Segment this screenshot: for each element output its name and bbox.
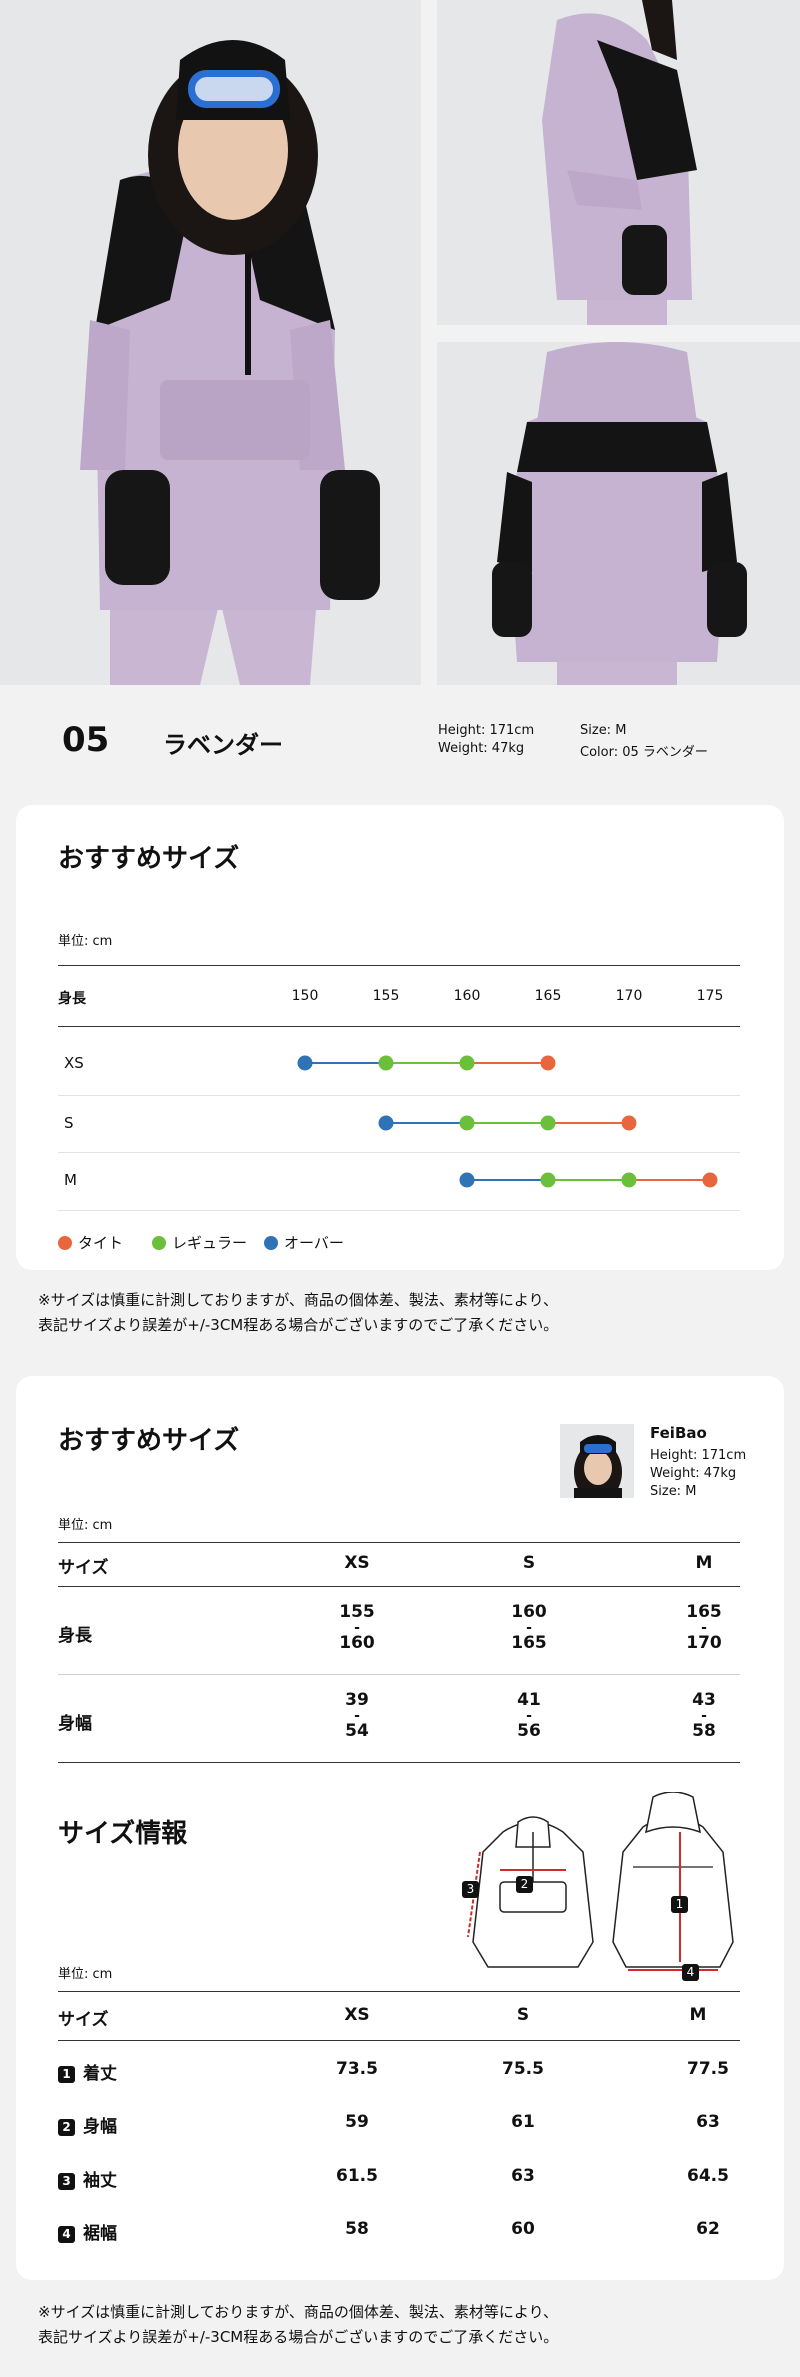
chart-axis-label: 身長 xyxy=(58,991,86,1007)
color-number: 05 xyxy=(62,720,110,760)
size-info-cell: 64.5 xyxy=(687,2166,729,2186)
table-top-rule xyxy=(58,1542,740,1543)
size-info-cell: 63 xyxy=(696,2112,720,2132)
chart-tick-label: 165 xyxy=(534,988,562,1004)
size-info-row-label: 1 着丈 xyxy=(58,2059,117,2084)
chart-tick-label: 175 xyxy=(696,988,724,1004)
chart-row-rule xyxy=(58,1152,740,1153)
color-name: ラベンダー xyxy=(163,731,283,759)
table-header-s: S xyxy=(522,1553,536,1573)
table-cell: 39-54 xyxy=(345,1690,369,1741)
recommend-table-title: おすすめサイズ xyxy=(58,1426,240,1456)
chart-tick-label: 170 xyxy=(615,988,643,1004)
model-weight: Weight: 47kg xyxy=(438,741,525,756)
disclaimer-2: ※サイズは慎重に計測しておりますが、商品の個体差、製法、素材等により、 表記サイ… xyxy=(38,2303,559,2346)
size-info-unit: 単位: cm xyxy=(58,1967,113,1982)
table-row-label-width: 身幅 xyxy=(58,1714,92,1734)
chart-tick-label: 150 xyxy=(291,988,319,1004)
model-height: Height: 171cm xyxy=(438,723,535,738)
size-info-cell: 73.5 xyxy=(336,2059,378,2079)
model-thumbnail xyxy=(560,1424,634,1498)
disclaimer-1: ※サイズは慎重に計測しておりますが、商品の個体差、製法、素材等により、 表記サイ… xyxy=(38,1291,559,1334)
marker-3-icon: 3 xyxy=(462,1881,479,1898)
chart-row-label: S xyxy=(64,1114,74,1132)
model-size-2: Size: M xyxy=(650,1484,697,1499)
table-cell: 155-160 xyxy=(339,1602,375,1653)
size-info-cell: 58 xyxy=(345,2219,369,2239)
table-cell: 41-56 xyxy=(517,1690,541,1741)
size-info-header-size: サイズ xyxy=(58,2010,109,2030)
model-height-2: Height: 171cm xyxy=(650,1448,747,1463)
chart-row-rule xyxy=(58,1095,740,1096)
size-info-cell: 62 xyxy=(696,2219,720,2239)
table-header-size: サイズ xyxy=(58,1558,109,1578)
chart-header-rule xyxy=(58,1026,740,1027)
chart-tick-label: 155 xyxy=(372,988,400,1004)
size-info-cell: 75.5 xyxy=(502,2059,544,2079)
size-info-cell: 60 xyxy=(511,2219,535,2239)
table-cell: 43-58 xyxy=(692,1690,716,1741)
marker-2-icon: 2 xyxy=(516,1876,533,1893)
number-1-icon: 1 xyxy=(58,2066,75,2083)
recommend-chart-unit: 単位: cm xyxy=(58,934,113,949)
size-info-cell: 59 xyxy=(345,2112,369,2132)
table-bottom-rule xyxy=(58,1762,740,1763)
size-info-cell: 77.5 xyxy=(687,2059,729,2079)
legend-dot-icon xyxy=(152,1235,166,1250)
table-row-rule xyxy=(58,1674,740,1675)
table-cell: 165-170 xyxy=(686,1602,722,1653)
recommend-table-unit: 単位: cm xyxy=(58,1518,113,1533)
size-diagram xyxy=(467,1792,734,1971)
legend-item-tight: タイト xyxy=(58,1232,123,1253)
size-info-header-xs: XS xyxy=(344,2005,370,2025)
photo-front xyxy=(0,0,421,685)
legend-dot-icon xyxy=(58,1235,72,1250)
model-weight-2: Weight: 47kg xyxy=(650,1466,737,1481)
recommend-chart-card xyxy=(16,805,784,1270)
photo-back xyxy=(437,342,800,685)
number-2-icon: 2 xyxy=(58,2119,75,2136)
legend-item-over: オーバー xyxy=(264,1232,344,1253)
size-info-title: サイズ情報 xyxy=(58,1819,188,1849)
size-info-header-s: S xyxy=(516,2005,530,2025)
chart-row-label: XS xyxy=(64,1054,84,1072)
chart-tick-label: 160 xyxy=(453,988,481,1004)
legend-dot-icon xyxy=(264,1235,278,1250)
product-color: Color: 05 ラベンダー xyxy=(580,745,708,760)
size-info-row-label: 4 裾幅 xyxy=(58,2219,117,2244)
legend-item-regular: レギュラー xyxy=(152,1232,247,1253)
number-3-icon: 3 xyxy=(58,2173,75,2190)
table-header-xs: XS xyxy=(344,1553,370,1573)
size-info-row-label: 2 身幅 xyxy=(58,2112,117,2137)
chart-row-rule xyxy=(58,1210,740,1211)
number-4-icon: 4 xyxy=(58,2226,75,2243)
size-info-header-rule xyxy=(58,2040,740,2041)
table-row-label-height: 身長 xyxy=(58,1626,92,1646)
model-size: Size: M xyxy=(580,723,627,738)
size-info-cell: 61.5 xyxy=(336,2166,378,2186)
recommend-chart-title: おすすめサイズ xyxy=(58,844,240,874)
table-cell: 160-165 xyxy=(511,1602,547,1653)
size-info-cell: 61 xyxy=(511,2112,535,2132)
marker-1-icon: 1 xyxy=(671,1896,688,1913)
size-info-row-label: 3 袖丈 xyxy=(58,2166,117,2191)
marker-4-icon: 4 xyxy=(682,1964,699,1981)
size-info-top-rule xyxy=(58,1991,740,1992)
table-header-rule xyxy=(58,1586,740,1587)
photo-side xyxy=(437,0,800,325)
size-info-cell: 63 xyxy=(511,2166,535,2186)
size-info-header-m: M xyxy=(689,2005,707,2025)
chart-row-label: M xyxy=(64,1171,77,1189)
chart-top-rule xyxy=(58,965,740,966)
table-header-m: M xyxy=(695,1553,713,1573)
model-name: FeiBao xyxy=(650,1424,707,1442)
